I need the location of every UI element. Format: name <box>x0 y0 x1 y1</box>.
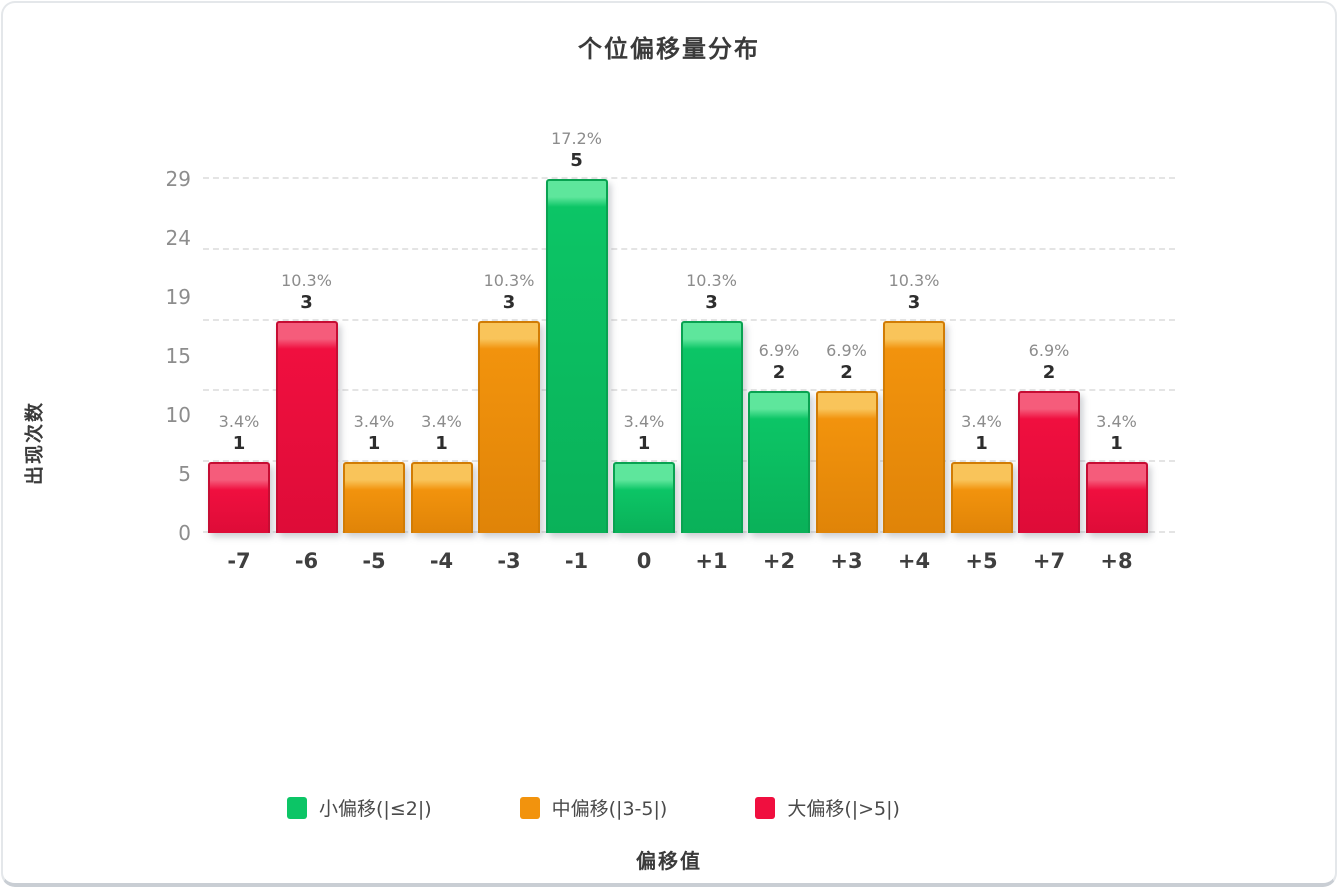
bar-percent-label: 3.4% <box>1096 412 1137 431</box>
bar[interactable] <box>883 321 945 533</box>
bar-percent-label: 3.4% <box>623 412 665 431</box>
bar[interactable] <box>613 462 675 533</box>
bar-count-label: 3 <box>907 292 921 313</box>
bar-count-label: 3 <box>300 292 313 313</box>
bar-count-label: 3 <box>502 292 516 313</box>
x-tick-label: -7 <box>227 549 251 573</box>
bar[interactable] <box>275 321 338 533</box>
y-tick-label: 29 <box>165 167 191 191</box>
bar-percent-label: 6.9% <box>1028 341 1070 360</box>
bar[interactable] <box>815 391 878 533</box>
bar[interactable] <box>208 462 270 533</box>
x-axis-title: 偏移值 <box>636 849 702 873</box>
gridline <box>203 177 1175 179</box>
bar[interactable] <box>1085 462 1148 533</box>
y-axis-title: 出现次数 <box>23 400 46 486</box>
legend-label: 大偏移(|>5|) <box>787 798 900 820</box>
plot-area: 0 5 10 15 19 24 29 1 3.4% -7 3 10.3% -6 1 3.4% -5 1 3.4% -… <box>166 130 1175 573</box>
legend-label: 小偏移(|≤2|) <box>319 798 432 820</box>
legend-swatch-mid <box>519 796 540 819</box>
bar[interactable] <box>1018 391 1080 533</box>
x-tick-label: -1 <box>564 549 589 573</box>
x-tick-label: +3 <box>830 549 863 573</box>
y-tick-label: 0 <box>178 521 191 545</box>
gridline <box>203 318 1175 321</box>
bar-percent-label: 3.4% <box>421 412 462 431</box>
y-tick-label: 24 <box>165 226 191 250</box>
bar-percent-label: 10.3% <box>686 271 737 290</box>
bar-count-label: 1 <box>435 433 448 454</box>
bar-count-label: 5 <box>570 150 583 171</box>
legend-swatch-large <box>755 796 776 819</box>
x-tick-label: -5 <box>362 549 386 573</box>
y-tick-label: 19 <box>165 285 191 309</box>
bar-percent-label: 3.4% <box>961 412 1002 431</box>
bar-count-label: 1 <box>367 433 381 454</box>
bar-percent-label: 3.4% <box>218 412 260 431</box>
bar-percent-label: 10.3% <box>888 271 940 290</box>
gridline <box>203 247 1175 250</box>
legend-item-small[interactable]: 小偏移(|≤2|) <box>287 794 432 821</box>
x-tick-label: +4 <box>897 549 931 573</box>
bar[interactable] <box>680 321 743 533</box>
bar[interactable] <box>478 321 540 533</box>
x-tick-label: -4 <box>429 549 454 573</box>
y-tick-label: 15 <box>165 344 191 368</box>
bar-count-label: 1 <box>637 433 651 454</box>
chart-title: 个位偏移量分布 <box>578 35 760 63</box>
bar-count-label: 1 <box>232 433 246 454</box>
bar-count-label: 1 <box>975 433 988 454</box>
bar[interactable] <box>343 462 405 533</box>
bar-count-label: 3 <box>705 292 718 313</box>
x-tick-label: -3 <box>497 549 521 573</box>
y-tick-label: 5 <box>178 462 191 486</box>
bar-count-label: 2 <box>1042 362 1056 383</box>
legend-label: 中偏移(|3-5|) <box>551 798 668 820</box>
bar-percent-label: 10.3% <box>483 271 535 290</box>
bar-percent-label: 10.3% <box>281 271 332 290</box>
legend-item-large[interactable]: 大偏移(|>5|) <box>755 794 900 821</box>
bar-percent-label: 6.9% <box>758 341 800 360</box>
bar-count-label: 2 <box>840 362 853 383</box>
bar-percent-label: 17.2% <box>551 129 602 148</box>
bar[interactable] <box>950 462 1013 533</box>
y-tick-label: 10 <box>165 403 191 427</box>
bar[interactable] <box>545 179 608 533</box>
x-tick-label: -6 <box>294 549 319 573</box>
x-tick-label: +2 <box>762 549 796 573</box>
x-tick-label: +5 <box>965 549 998 573</box>
bar-percent-label: 3.4% <box>353 412 395 431</box>
bar[interactable] <box>748 391 810 533</box>
legend-item-mid[interactable]: 中偏移(|3-5|) <box>519 794 668 821</box>
bar[interactable] <box>410 462 473 533</box>
legend: 小偏移(|≤2|) 中偏移(|3-5|) 大偏移(|>5|) <box>287 794 900 821</box>
x-tick-label: +8 <box>1100 549 1133 573</box>
x-tick-label: +7 <box>1032 549 1066 573</box>
bar-percent-label: 6.9% <box>826 341 867 360</box>
bar-count-label: 2 <box>772 362 786 383</box>
legend-swatch-small <box>287 796 307 819</box>
bar-count-label: 1 <box>1110 433 1123 454</box>
x-tick-label: 0 <box>636 549 652 573</box>
x-tick-label: +1 <box>695 549 728 573</box>
